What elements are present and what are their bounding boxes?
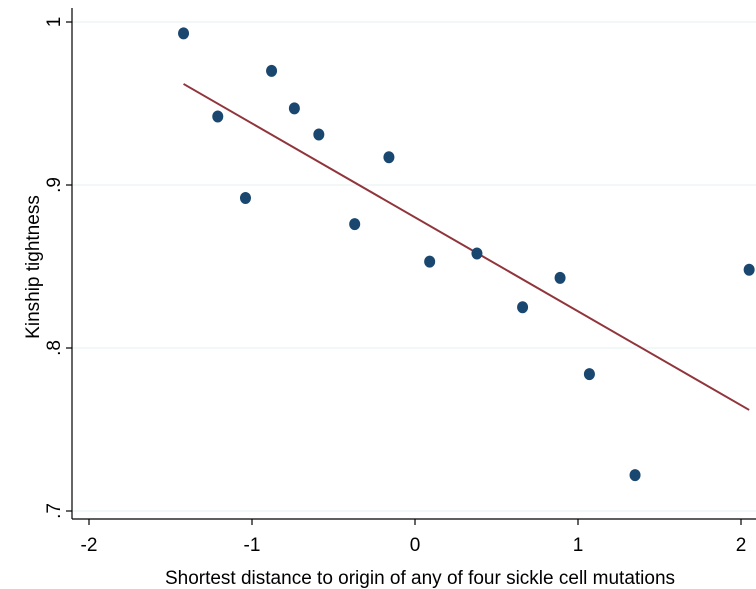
data-point-13 (629, 469, 641, 482)
axes (66, 8, 756, 525)
x-axis-title: Shortest distance to origin of any of fo… (165, 568, 675, 589)
data-point-0 (178, 27, 190, 40)
data-point-12 (583, 368, 595, 381)
data-point-14 (743, 263, 755, 276)
fit-line (183, 83, 750, 411)
data-point-2 (239, 192, 251, 205)
y-axis-title: Kinship tightness (23, 195, 44, 339)
y-tick-label-0: .7 (44, 503, 65, 519)
x-tick-label-3: 1 (573, 535, 584, 556)
data-point-8 (424, 255, 436, 268)
y-tick-label-3: 1 (44, 17, 65, 28)
data-point-6 (349, 218, 361, 231)
data-point-5 (313, 128, 325, 141)
x-tick-label-4: 2 (736, 535, 747, 556)
tick-labels: .7 .8 .9 1 -2 -1 0 1 2 (44, 17, 746, 556)
x-tick-label-1: -1 (244, 535, 261, 556)
data-point-4 (288, 102, 300, 115)
x-tick-label-2: 0 (410, 535, 421, 556)
y-tick-label-2: .9 (44, 177, 65, 193)
y-tick-label-1: .8 (44, 340, 65, 356)
fit-line-group (183, 83, 750, 411)
data-point-1 (212, 110, 224, 123)
data-point-10 (517, 301, 529, 314)
data-point-9 (471, 247, 483, 260)
data-point-11 (554, 271, 566, 284)
data-point-3 (266, 64, 278, 77)
scatter-points (178, 27, 755, 482)
x-tick-label-0: -2 (81, 535, 98, 556)
data-point-7 (383, 151, 395, 164)
